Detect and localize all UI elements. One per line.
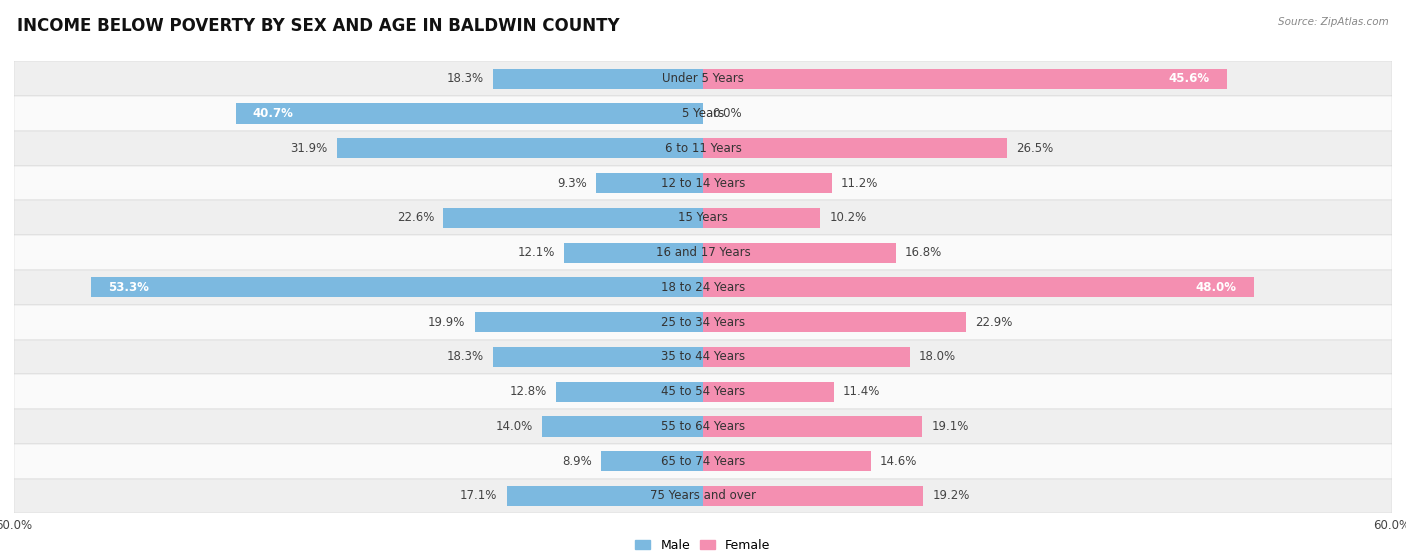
Bar <box>14 374 1392 409</box>
Legend: Male, Female: Male, Female <box>630 534 776 557</box>
Text: 40.7%: 40.7% <box>253 107 294 120</box>
Text: 9.3%: 9.3% <box>557 176 588 190</box>
Bar <box>14 235 1392 270</box>
Text: 75 Years and over: 75 Years and over <box>650 489 756 502</box>
Bar <box>14 270 1392 305</box>
Bar <box>91 277 703 297</box>
Text: 19.1%: 19.1% <box>932 420 969 433</box>
Text: 19.2%: 19.2% <box>932 489 970 502</box>
Bar <box>564 243 703 263</box>
Text: 31.9%: 31.9% <box>290 142 328 155</box>
Text: 55 to 64 Years: 55 to 64 Years <box>661 420 745 433</box>
Text: 12.8%: 12.8% <box>509 385 547 398</box>
Bar <box>14 96 1392 131</box>
Text: 5 Years: 5 Years <box>682 107 724 120</box>
Text: 22.9%: 22.9% <box>976 316 1012 329</box>
Bar <box>600 451 703 472</box>
Text: 12 to 14 Years: 12 to 14 Years <box>661 176 745 190</box>
Bar <box>443 208 703 228</box>
Bar <box>596 173 703 193</box>
Bar <box>703 243 896 263</box>
Bar <box>14 131 1392 166</box>
Text: 45.6%: 45.6% <box>1168 73 1209 85</box>
Bar <box>14 339 1392 374</box>
Text: 18.3%: 18.3% <box>447 73 484 85</box>
Text: 17.1%: 17.1% <box>460 489 498 502</box>
Text: 53.3%: 53.3% <box>108 281 149 294</box>
Text: 14.0%: 14.0% <box>496 420 533 433</box>
Bar <box>555 382 703 402</box>
Text: 10.2%: 10.2% <box>830 211 866 224</box>
Bar <box>703 347 910 367</box>
Bar <box>543 416 703 436</box>
Text: 26.5%: 26.5% <box>1017 142 1053 155</box>
Text: 11.4%: 11.4% <box>844 385 880 398</box>
Text: 16.8%: 16.8% <box>905 246 942 259</box>
Bar <box>703 69 1226 89</box>
Text: 12.1%: 12.1% <box>517 246 555 259</box>
Bar <box>14 444 1392 479</box>
Bar <box>14 200 1392 235</box>
Bar <box>703 312 966 332</box>
Text: 18.3%: 18.3% <box>447 350 484 363</box>
Text: Under 5 Years: Under 5 Years <box>662 73 744 85</box>
Text: INCOME BELOW POVERTY BY SEX AND AGE IN BALDWIN COUNTY: INCOME BELOW POVERTY BY SEX AND AGE IN B… <box>17 17 620 35</box>
Bar <box>474 312 703 332</box>
Bar <box>703 486 924 506</box>
Text: 45 to 54 Years: 45 to 54 Years <box>661 385 745 398</box>
Bar <box>494 69 703 89</box>
Bar <box>703 382 834 402</box>
Text: 11.2%: 11.2% <box>841 176 879 190</box>
Bar <box>494 347 703 367</box>
Bar <box>14 61 1392 96</box>
Bar <box>703 138 1007 158</box>
Text: Source: ZipAtlas.com: Source: ZipAtlas.com <box>1278 17 1389 27</box>
Bar <box>236 103 703 124</box>
Text: 19.9%: 19.9% <box>427 316 465 329</box>
Text: 6 to 11 Years: 6 to 11 Years <box>665 142 741 155</box>
Bar <box>703 416 922 436</box>
Bar <box>703 173 831 193</box>
Bar <box>336 138 703 158</box>
Bar <box>703 277 1254 297</box>
Text: 8.9%: 8.9% <box>562 455 592 468</box>
Bar <box>14 305 1392 339</box>
Text: 18.0%: 18.0% <box>920 350 956 363</box>
Text: 14.6%: 14.6% <box>880 455 917 468</box>
Text: 15 Years: 15 Years <box>678 211 728 224</box>
Text: 22.6%: 22.6% <box>396 211 434 224</box>
Text: 35 to 44 Years: 35 to 44 Years <box>661 350 745 363</box>
Text: 18 to 24 Years: 18 to 24 Years <box>661 281 745 294</box>
Text: 0.0%: 0.0% <box>713 107 742 120</box>
Bar <box>703 208 820 228</box>
Bar <box>14 479 1392 513</box>
Text: 25 to 34 Years: 25 to 34 Years <box>661 316 745 329</box>
Bar <box>506 486 703 506</box>
Bar <box>14 409 1392 444</box>
Text: 48.0%: 48.0% <box>1197 281 1237 294</box>
Text: 65 to 74 Years: 65 to 74 Years <box>661 455 745 468</box>
Text: 16 and 17 Years: 16 and 17 Years <box>655 246 751 259</box>
Bar <box>703 451 870 472</box>
Bar <box>14 166 1392 200</box>
